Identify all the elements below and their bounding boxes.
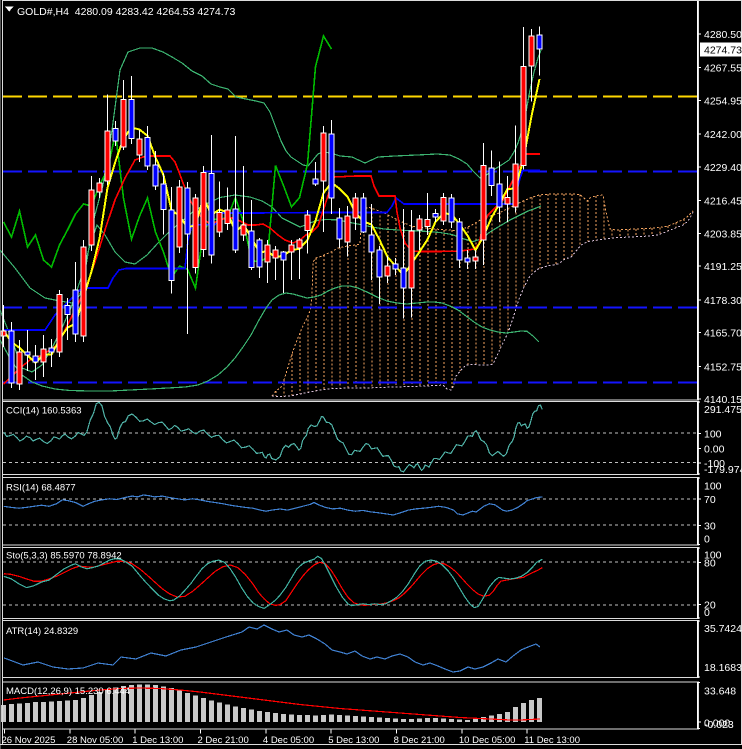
svg-text:80: 80 <box>704 558 716 570</box>
svg-text:291.4751: 291.4751 <box>704 404 742 416</box>
svg-text:100: 100 <box>704 550 722 562</box>
svg-text:CCI(14) 160.5363: CCI(14) 160.5363 <box>6 406 82 417</box>
svg-text:33.648: 33.648 <box>704 685 736 697</box>
svg-text:70: 70 <box>704 494 716 506</box>
svg-text:0: 0 <box>704 607 710 619</box>
svg-text:100: 100 <box>704 480 722 492</box>
svg-text:4178.30: 4178.30 <box>704 295 742 307</box>
svg-text:100: 100 <box>704 429 722 441</box>
svg-text:28 Nov 05:00: 28 Nov 05:00 <box>67 735 124 746</box>
svg-text:4203.85: 4203.85 <box>704 229 742 241</box>
svg-text:4254.95: 4254.95 <box>704 96 742 108</box>
svg-text:-100: -100 <box>704 458 725 470</box>
svg-text:26 Nov 2025: 26 Nov 2025 <box>2 735 56 746</box>
svg-text:-179.9743: -179.9743 <box>704 464 742 476</box>
svg-text:4242.00: 4242.00 <box>704 129 742 141</box>
svg-text:4216.45: 4216.45 <box>704 196 742 208</box>
svg-text:4267.55: 4267.55 <box>704 63 742 75</box>
svg-text:4165.70: 4165.70 <box>704 328 742 340</box>
svg-text:0.000: 0.000 <box>704 718 730 730</box>
svg-text:ATR(14) 24.8329: ATR(14) 24.8329 <box>6 626 78 637</box>
svg-text:35.7424: 35.7424 <box>704 623 742 635</box>
svg-text:4191.25: 4191.25 <box>704 261 742 273</box>
svg-text:4152.75: 4152.75 <box>704 361 742 373</box>
svg-text:5 Dec 13:00: 5 Dec 13:00 <box>328 735 379 746</box>
svg-text:RSI(14) 68.4877: RSI(14) 68.4877 <box>6 483 76 494</box>
svg-text:Sto(5,3,3) 85.5970 78.8942: Sto(5,3,3) 85.5970 78.8942 <box>6 551 122 562</box>
svg-text:0.00: 0.00 <box>704 444 725 456</box>
svg-text:MACD(12,26,9) 15.230 6.444: MACD(12,26,9) 15.230 6.444 <box>6 686 130 697</box>
svg-text:4274.73: 4274.73 <box>704 45 742 57</box>
svg-text:0: 0 <box>704 534 710 546</box>
svg-text:18.1683: 18.1683 <box>704 662 742 674</box>
svg-text:11 Dec 13:00: 11 Dec 13:00 <box>524 735 580 746</box>
svg-text:GOLD#,H4 4280.09 4283.42 4264: GOLD#,H4 4280.09 4283.42 4264.53 4274.73 <box>17 6 236 18</box>
svg-text:4 Dec 05:00: 4 Dec 05:00 <box>263 735 314 746</box>
svg-text:1 Dec 13:00: 1 Dec 13:00 <box>132 735 183 746</box>
svg-text:8 Dec 21:00: 8 Dec 21:00 <box>394 735 445 746</box>
svg-text:10 Dec 05:00: 10 Dec 05:00 <box>459 735 516 746</box>
svg-text:4280.50: 4280.50 <box>704 29 742 41</box>
svg-text:4229.40: 4229.40 <box>704 162 742 174</box>
svg-text:20: 20 <box>704 600 716 612</box>
svg-text:-0.023: -0.023 <box>704 719 734 731</box>
svg-text:4140.15: 4140.15 <box>704 394 742 406</box>
svg-text:30: 30 <box>704 520 716 532</box>
svg-text:2 Dec 21:00: 2 Dec 21:00 <box>198 735 249 746</box>
